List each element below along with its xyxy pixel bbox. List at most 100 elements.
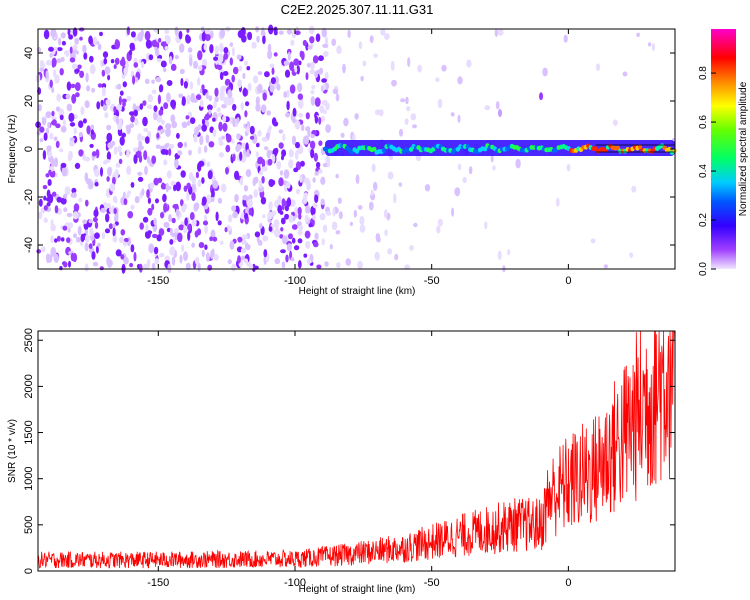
spectral-speckle <box>78 197 83 203</box>
spectral-speckle <box>73 127 78 135</box>
spectral-speckle <box>60 32 66 39</box>
spectral-speckle <box>262 92 267 101</box>
spectral-speckle <box>246 149 250 154</box>
spectral-speckle <box>184 141 187 148</box>
spectral-speckle <box>120 229 126 236</box>
spectral-speckle <box>171 217 176 224</box>
spectral-speckle <box>41 246 46 253</box>
spectral-speckle <box>42 150 47 160</box>
spectral-speckle <box>436 225 441 234</box>
spectral-speckle <box>294 207 299 215</box>
spectral-speckle <box>254 231 261 238</box>
spectral-speckle <box>322 162 329 168</box>
spectral-speckle <box>287 51 291 61</box>
spectral-speckle <box>227 89 233 99</box>
spectral-speckle <box>224 227 228 233</box>
spectral-speckle <box>164 46 169 51</box>
spectral-speckle <box>155 76 162 83</box>
spectral-speckle <box>60 197 67 205</box>
spectral-speckle <box>78 131 83 138</box>
spectral-speckle <box>227 259 232 265</box>
spectral-speckle <box>92 151 97 157</box>
spectral-speckle <box>247 82 252 92</box>
spectral-speckle <box>484 221 488 230</box>
spectral-speckle <box>303 135 310 145</box>
spectral-speckle <box>106 176 110 182</box>
spectral-speckle <box>319 105 325 114</box>
spectral-speckle <box>239 176 244 186</box>
spectral-speckle <box>115 249 122 257</box>
spectral-speckle <box>232 153 236 162</box>
spectral-speckle <box>269 84 275 93</box>
spectral-speckle <box>89 64 96 75</box>
spectral-speckle <box>129 123 135 128</box>
spectral-speckle <box>194 257 200 265</box>
spectral-speckle <box>269 63 275 68</box>
spectral-speckle <box>158 252 165 258</box>
spectral-speckle <box>155 144 161 149</box>
spectral-speckle <box>142 100 147 106</box>
spectral-speckle <box>174 54 179 60</box>
x-tick-label: -100 <box>284 275 306 287</box>
spectral-speckle <box>100 99 104 107</box>
spectral-speckle <box>197 65 203 71</box>
spectral-speckle <box>295 150 299 160</box>
spectral-speckle <box>231 46 235 57</box>
spectral-speckle <box>295 141 300 149</box>
spectral-speckle <box>187 231 191 241</box>
spectral-speckle <box>119 136 125 146</box>
spectral-speckle <box>36 249 42 254</box>
spectral-speckle <box>60 56 65 62</box>
spectral-speckle <box>55 106 61 112</box>
spectral-speckle <box>173 228 180 233</box>
spectral-speckle <box>384 229 388 237</box>
spectral-speckle <box>69 137 75 142</box>
spectral-speckle <box>68 260 71 268</box>
spectral-speckle <box>300 160 305 167</box>
spectral-speckle <box>107 258 113 268</box>
spectral-speckle <box>324 36 329 46</box>
spectral-speckle <box>349 221 353 226</box>
spectral-speckle <box>197 146 202 155</box>
spectral-speckle <box>185 262 191 271</box>
spectral-speckle <box>320 115 326 123</box>
spectral-speckle <box>153 177 159 186</box>
spectral-speckle <box>294 66 298 73</box>
spectral-speckle <box>216 64 223 71</box>
spectral-speckle <box>257 239 263 246</box>
spectral-speckle <box>178 30 183 40</box>
spectrogram-x-ticks: -150 -100 -50 0 <box>147 29 571 287</box>
spectral-speckle <box>106 132 113 143</box>
spectral-speckle <box>171 256 176 266</box>
spectral-speckle <box>183 185 188 192</box>
y-tick-label: -20 <box>23 189 35 205</box>
spectral-speckle <box>457 163 462 171</box>
spectral-speckle <box>378 109 384 117</box>
spectral-speckle <box>622 71 628 77</box>
spectral-speckle <box>146 156 151 164</box>
spectral-speckle <box>289 61 295 71</box>
spectral-speckle <box>174 26 179 36</box>
spectral-speckle <box>302 195 308 204</box>
spectral-speckle <box>201 249 205 258</box>
spectral-speckle <box>310 134 315 139</box>
spectral-speckle <box>149 244 154 249</box>
spectral-speckle <box>91 87 95 93</box>
spectral-speckle <box>234 170 240 180</box>
spectral-speckle <box>262 235 269 242</box>
spectral-speckle <box>100 207 106 213</box>
spectral-speckle <box>126 95 132 102</box>
track-outlier <box>498 109 503 117</box>
spectral-speckle <box>212 128 217 137</box>
spectral-speckle <box>284 69 291 78</box>
spectral-speckle <box>229 57 233 66</box>
spectral-speckle <box>186 94 191 105</box>
spectral-speckle <box>204 224 208 235</box>
spectral-speckle <box>47 151 53 158</box>
spectral-speckle <box>235 144 242 151</box>
spectral-speckle <box>251 41 257 49</box>
spectral-speckle <box>394 253 399 261</box>
spectral-speckle <box>138 140 143 148</box>
spectral-speckle <box>290 199 296 207</box>
spectral-speckle <box>187 47 193 53</box>
